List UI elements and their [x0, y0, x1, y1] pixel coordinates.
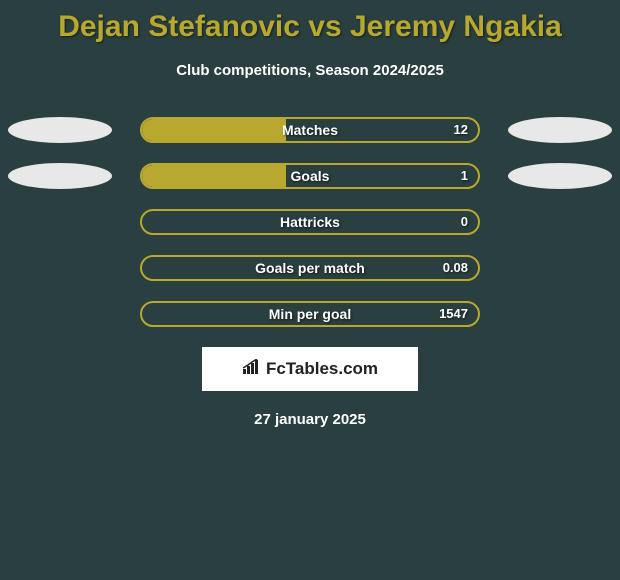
player2-oval	[508, 117, 612, 143]
stat-row-goals: Goals 1	[0, 163, 620, 189]
stat-label: Matches	[142, 119, 478, 141]
stat-row-goals-per-match: Goals per match 0.08	[0, 255, 620, 281]
stats-area: Matches 12 Goals 1 Hattricks 0 Goals per…	[0, 117, 620, 327]
date-text: 27 january 2025	[0, 411, 620, 428]
stat-label: Min per goal	[142, 303, 478, 325]
stat-value: 1547	[439, 303, 468, 325]
stat-bar: Min per goal 1547	[140, 301, 480, 327]
player1-oval	[8, 117, 112, 143]
stat-bar: Goals per match 0.08	[140, 255, 480, 281]
player1-oval	[8, 163, 112, 189]
fctables-logo[interactable]: FcTables.com	[202, 347, 418, 391]
player2-oval	[508, 163, 612, 189]
stat-row-hattricks: Hattricks 0	[0, 209, 620, 235]
stat-bar: Matches 12	[140, 117, 480, 143]
stat-bar: Goals 1	[140, 163, 480, 189]
stat-value: 1	[461, 165, 468, 187]
stat-row-min-per-goal: Min per goal 1547	[0, 301, 620, 327]
subtitle: Club competitions, Season 2024/2025	[0, 62, 620, 79]
stat-label: Goals per match	[142, 257, 478, 279]
page-title: Dejan Stefanovic vs Jeremy Ngakia	[0, 0, 620, 44]
logo-text: FcTables.com	[266, 359, 378, 379]
stat-row-matches: Matches 12	[0, 117, 620, 143]
stat-bar: Hattricks 0	[140, 209, 480, 235]
stat-label: Goals	[142, 165, 478, 187]
stat-value: 12	[454, 119, 468, 141]
stat-label: Hattricks	[142, 211, 478, 233]
stat-value: 0	[461, 211, 468, 233]
chart-icon	[242, 359, 262, 380]
stat-value: 0.08	[443, 257, 468, 279]
